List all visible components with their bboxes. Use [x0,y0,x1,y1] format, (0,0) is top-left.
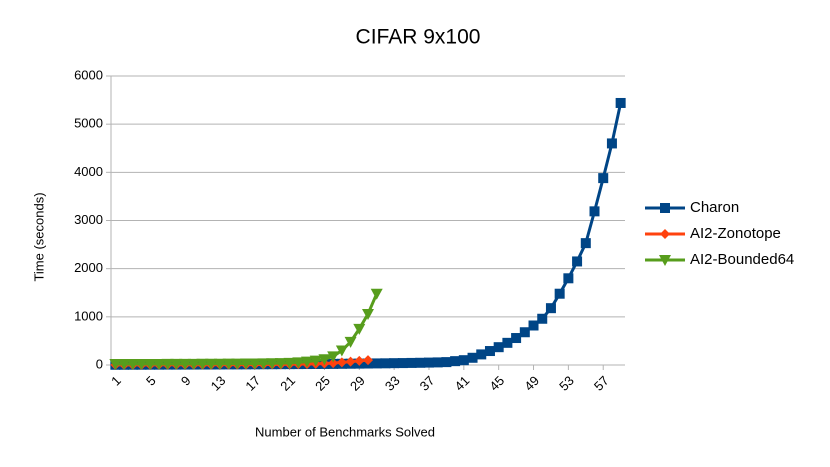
marker [467,352,478,363]
marker [371,358,382,369]
marker [450,356,461,367]
marker [327,351,340,363]
marker [344,336,357,348]
series-line [115,102,623,367]
marker [248,358,261,370]
x-tick-label: 41 [452,373,473,394]
marker [126,358,139,370]
marker [109,359,122,371]
marker [362,308,374,320]
x-tick-label: 21 [277,373,298,394]
marker [458,355,469,366]
x-tick-label: 45 [486,373,507,394]
marker [493,342,504,353]
legend-label: AI2-Bounded64 [690,251,794,268]
marker [580,238,591,249]
legend-label: AI2-Zonotope [690,225,781,242]
marker [519,327,530,338]
marker [309,355,322,367]
marker [589,206,600,217]
x-tick-label: 33 [382,373,403,394]
marker [170,358,183,370]
marker [283,357,296,369]
marker [328,358,339,369]
marker [389,358,400,369]
marker [606,138,617,149]
chart-title: CIFAR 9x100 [356,26,481,49]
marker [161,358,174,370]
marker [502,337,513,348]
y-axis-label: Time (seconds) [31,192,46,281]
x-tick-label: 49 [521,373,542,394]
marker [528,320,539,331]
marker [266,358,279,370]
x-tick-label: 1 [108,373,124,389]
marker [301,356,314,368]
y-tick-label: 0 [96,356,103,371]
y-tick-label: 2000 [74,260,103,275]
marker [144,358,157,370]
marker [205,358,218,370]
marker [537,313,548,324]
marker [213,358,226,370]
marker [336,357,347,368]
y-tick-label: 3000 [74,212,103,227]
y-tick-label: 6000 [74,67,103,82]
marker [118,359,131,371]
x-tick-label: 37 [417,373,438,394]
marker [615,97,626,108]
x-tick-label: 29 [347,373,368,394]
marker [397,358,408,369]
marker [335,345,348,357]
marker [406,357,417,368]
marker [380,358,391,369]
marker [563,273,574,284]
marker [545,303,556,314]
marker [432,357,443,368]
y-tick-label: 5000 [74,116,103,131]
marker [196,358,209,370]
marker [554,288,565,299]
marker [318,354,331,366]
marker [274,358,287,370]
marker [363,355,373,366]
legend-marker [660,203,670,213]
x-tick-label: 5 [143,373,159,389]
marker [222,358,235,370]
marker [415,357,426,368]
x-tick-label: 57 [591,373,612,394]
marker [572,256,583,267]
x-tick-label: 13 [208,373,229,394]
y-tick-label: 1000 [74,308,103,323]
marker [353,323,366,335]
marker [179,358,192,370]
x-tick-label: 9 [178,373,194,389]
x-tick-label: 25 [312,373,333,394]
marker [598,173,609,184]
legend-marker [659,255,671,266]
legend-marker [660,229,670,239]
x-tick-label: 53 [556,373,577,394]
x-axis-label: Number of Benchmarks Solved [255,424,435,439]
marker [292,357,305,369]
marker [231,358,244,370]
marker [354,355,365,366]
marker [187,358,200,370]
marker [240,358,253,370]
x-tick-label: 17 [242,373,263,394]
marker [135,358,148,370]
marker [476,349,487,360]
y-tick-label: 4000 [74,164,103,179]
marker [441,357,452,368]
marker [152,358,165,370]
marker [423,357,434,368]
legend-label: Charon [690,199,739,216]
marker [511,333,522,344]
marker [484,346,495,357]
marker [370,288,383,300]
marker [257,358,270,370]
marker [345,356,356,367]
